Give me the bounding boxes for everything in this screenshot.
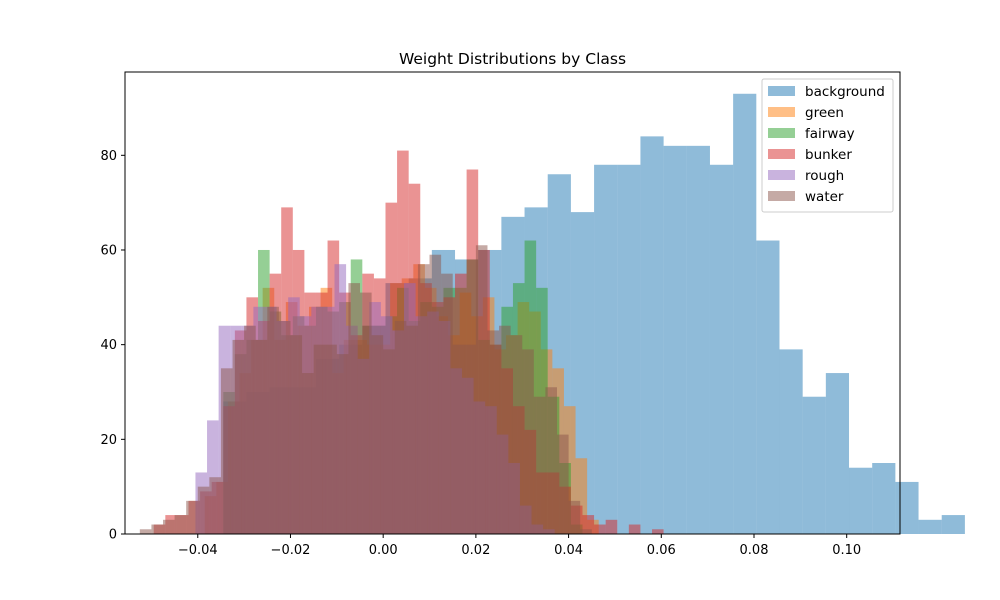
histogram-bar xyxy=(348,283,361,534)
histogram-bar xyxy=(209,477,221,534)
histogram-bar xyxy=(325,344,337,534)
histogram-bar xyxy=(394,320,407,534)
legend-label-rough: rough xyxy=(805,168,844,184)
histogram-bar xyxy=(582,515,595,534)
legend-swatch-green xyxy=(768,107,795,117)
histogram-bar xyxy=(429,254,442,534)
legend-swatch-rough xyxy=(768,170,795,180)
histogram-bar xyxy=(640,136,664,534)
histogram-bar xyxy=(628,524,641,534)
histogram-bar xyxy=(464,344,476,534)
histogram-bar xyxy=(617,164,641,534)
x-tick-label: 0.02 xyxy=(461,543,490,558)
y-tick-label: 40 xyxy=(100,338,117,353)
x-tick-label: 0.06 xyxy=(647,543,676,558)
histogram-bar xyxy=(278,320,291,534)
y-tick-label: 80 xyxy=(100,149,117,164)
histogram-bar xyxy=(570,212,595,535)
x-tick-label: 0.00 xyxy=(369,543,398,558)
histogram-bar xyxy=(686,145,710,534)
histogram-bar xyxy=(139,529,152,534)
histogram-bar xyxy=(533,396,546,534)
histogram-bar xyxy=(163,519,175,534)
histogram-bar xyxy=(605,519,618,534)
histogram-bar xyxy=(895,481,919,534)
histogram-bar xyxy=(267,306,279,534)
legend-label-fairway: fairway xyxy=(805,126,855,142)
x-tick-label: 0.04 xyxy=(554,543,583,558)
histogram-bar xyxy=(499,325,511,534)
legend-label-green: green xyxy=(805,105,844,121)
histogram-bar xyxy=(557,434,569,534)
histogram-bar xyxy=(663,145,687,534)
histogram-bar xyxy=(487,330,500,534)
histogram-bar xyxy=(151,524,164,534)
histogram-bar xyxy=(575,458,588,534)
y-tick-label: 60 xyxy=(100,243,117,258)
plot-frame xyxy=(124,71,901,535)
histogram-bar xyxy=(383,349,395,534)
histogram-bar xyxy=(360,292,372,534)
histogram-bar xyxy=(186,500,198,534)
bars-layer xyxy=(139,93,965,535)
histogram-bar xyxy=(756,240,780,534)
y-tick-label: 20 xyxy=(100,433,117,448)
legend-swatch-bunker xyxy=(768,149,795,159)
histogram-bar xyxy=(825,373,850,534)
x-tick-label: −0.04 xyxy=(178,543,218,558)
histogram-bar xyxy=(568,500,581,534)
histogram-bar xyxy=(441,273,453,534)
histogram-bar xyxy=(580,529,592,534)
legend: background green fairway bunker rough water xyxy=(761,78,894,213)
histogram-bar xyxy=(652,529,664,534)
histogram-bar xyxy=(255,339,268,534)
histogram-bar xyxy=(872,463,896,534)
x-tick-label: 0.10 xyxy=(832,543,861,558)
histogram-bar xyxy=(220,368,233,534)
legend-label-bunker: bunker xyxy=(805,147,852,163)
histogram-bar xyxy=(197,486,210,534)
histogram-bar xyxy=(709,164,734,534)
legend-swatch-background xyxy=(768,86,795,96)
histogram-bar xyxy=(733,93,757,535)
histogram-bar xyxy=(207,420,219,534)
x-tick-label: −0.02 xyxy=(271,543,311,558)
histogram-bar xyxy=(594,164,618,534)
histogram-bar xyxy=(313,344,326,534)
histogram-bar xyxy=(475,245,488,534)
histogram-bar xyxy=(406,325,418,534)
histogram-bar xyxy=(371,335,384,534)
histogram-bar xyxy=(545,387,557,534)
legend-swatch-fairway xyxy=(768,128,795,138)
histogram-bar xyxy=(849,467,873,534)
histogram-bar xyxy=(918,519,942,534)
legend-label-water: water xyxy=(805,189,844,205)
histogram-bar xyxy=(941,515,965,534)
y-axis: 0 20 40 60 80 xyxy=(100,149,125,543)
histogram-bar xyxy=(232,339,245,534)
histogram-bar xyxy=(522,349,534,534)
histogram-bar xyxy=(452,344,465,534)
histogram-bar xyxy=(417,264,430,534)
histogram-bar xyxy=(510,335,523,534)
chart-title: Weight Distributions by Class xyxy=(399,50,626,68)
legend-label-background: background xyxy=(805,84,885,100)
x-axis: −0.04 −0.02 0.00 0.02 0.04 0.06 0.08 0.10 xyxy=(178,534,861,558)
histogram-bar xyxy=(336,354,349,534)
histogram-bar xyxy=(779,349,803,534)
histogram-bar xyxy=(302,373,314,534)
histogram-bar xyxy=(594,524,606,534)
histogram-bar xyxy=(244,325,256,534)
histogram-bar xyxy=(290,335,303,534)
y-tick-label: 0 xyxy=(109,528,117,543)
legend-swatch-water xyxy=(768,191,795,201)
histogram-bar xyxy=(802,396,826,534)
series-water xyxy=(139,245,592,534)
histogram-bar xyxy=(174,515,187,534)
x-tick-label: 0.08 xyxy=(740,543,769,558)
